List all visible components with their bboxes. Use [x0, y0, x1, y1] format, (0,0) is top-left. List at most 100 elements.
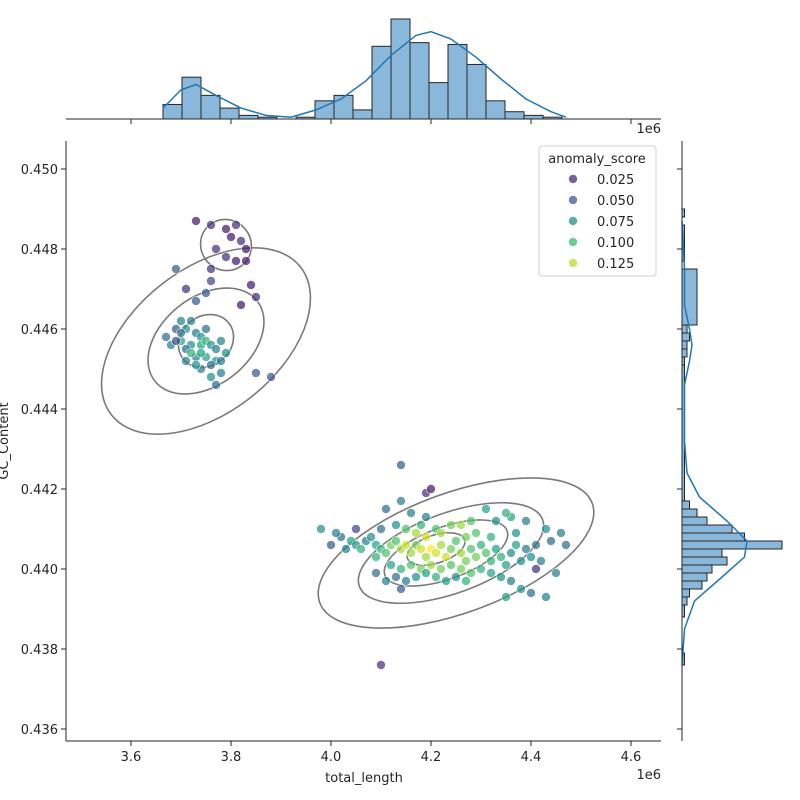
- scatter-point: [421, 568, 431, 578]
- legend-entries: 0.025 0.050 0.075 0.100 0.125: [568, 173, 634, 272]
- scatter-point: [446, 520, 456, 530]
- scatter-point: [526, 552, 536, 562]
- y-tick-label: 0.450: [21, 163, 58, 178]
- scatter-point: [456, 548, 466, 558]
- scatter-point: [441, 552, 451, 562]
- scatter-point: [241, 256, 251, 266]
- legend-marker: [568, 216, 578, 226]
- scatter-point: [396, 564, 406, 574]
- scatter-point: [326, 540, 336, 550]
- scatter-point: [531, 540, 541, 550]
- scatter-point: [416, 544, 426, 554]
- scatter-point: [546, 536, 556, 546]
- scatter-point: [476, 540, 486, 550]
- scatter-point: [381, 548, 391, 558]
- top-hist-bar: [390, 18, 411, 120]
- scatter-point: [461, 556, 471, 566]
- right-hist-bar: [681, 516, 708, 526]
- scatter-point: [396, 496, 406, 506]
- right-hist-bar: [681, 508, 698, 518]
- scatter-point: [501, 560, 511, 570]
- scatter-point: [356, 544, 366, 554]
- top-offset-label: 1e6: [636, 122, 661, 137]
- scatter-point: [401, 524, 411, 534]
- legend-label: 0.050: [597, 194, 634, 209]
- scatter-point: [496, 552, 506, 562]
- scatter-point: [176, 328, 186, 338]
- top-hist-bar: [200, 94, 221, 120]
- scatter-point: [526, 588, 536, 598]
- scatter-point: [486, 556, 496, 566]
- scatter-point: [381, 576, 391, 586]
- scatter-point: [386, 560, 396, 570]
- top-hist-bar: [466, 63, 487, 120]
- scatter-point: [381, 504, 391, 514]
- y-tick-label: 0.442: [21, 483, 58, 498]
- legend-title: anomaly_score: [548, 152, 646, 167]
- scatter-point: [486, 568, 496, 578]
- scatter-point: [251, 368, 261, 378]
- legend-label: 0.125: [597, 257, 634, 272]
- scatter-point: [501, 508, 511, 518]
- kde-contour: [100, 247, 312, 435]
- legend-marker: [568, 237, 578, 247]
- scatter-points: [161, 216, 571, 670]
- scatter-point: [401, 576, 411, 586]
- top-marginal-ticks: [130, 119, 632, 124]
- scatter-point: [251, 292, 261, 302]
- scatter-point: [471, 528, 481, 538]
- x-axis-ticks: 3.6 3.8 4.0 4.2 4.4 4.6: [121, 741, 641, 765]
- top-hist-bar: [238, 114, 259, 120]
- scatter-point: [466, 544, 476, 554]
- scatter-point: [191, 360, 201, 370]
- scatter-point: [421, 552, 431, 562]
- scatter-point: [371, 552, 381, 562]
- legend-label: 0.100: [597, 236, 634, 251]
- scatter-point: [201, 288, 211, 298]
- scatter-point: [541, 592, 551, 602]
- x-tick-label: 4.0: [321, 750, 342, 765]
- scatter-point: [391, 572, 401, 582]
- right-marginal-ticks: [677, 168, 682, 730]
- right-hist-bar: [681, 556, 728, 566]
- scatter-point: [456, 520, 466, 530]
- right-hist-bar: [681, 340, 688, 350]
- scatter-point: [316, 524, 326, 534]
- scatter-point: [506, 576, 516, 586]
- scatter-point: [496, 572, 506, 582]
- scatter-point: [556, 528, 566, 538]
- scatter-point: [181, 284, 191, 294]
- scatter-point: [411, 528, 421, 538]
- scatter-point: [171, 336, 181, 346]
- scatter-point: [431, 572, 441, 582]
- scatter-point: [341, 544, 351, 554]
- scatter-point: [176, 316, 186, 326]
- scatter-point: [186, 316, 196, 326]
- top-hist-bar: [162, 103, 183, 120]
- scatter-point: [391, 520, 401, 530]
- scatter-point: [466, 568, 476, 578]
- scatter-point: [441, 576, 451, 586]
- scatter-point: [436, 528, 446, 538]
- right-hist-bar: [681, 524, 733, 534]
- scatter-point: [221, 252, 231, 262]
- scatter-point: [216, 356, 226, 366]
- y-tick-label: 0.438: [21, 643, 58, 658]
- scatter-point: [406, 548, 416, 558]
- right-hist-bar: [681, 324, 688, 334]
- scatter-point: [236, 300, 246, 310]
- scatter-point: [446, 544, 456, 554]
- legend-label: 0.025: [597, 173, 634, 188]
- scatter-point: [161, 332, 171, 342]
- x-tick-label: 3.8: [221, 750, 242, 765]
- right-hist-bar: [681, 572, 708, 582]
- scatter-point: [491, 516, 501, 526]
- legend-marker: [568, 195, 578, 205]
- scatter-point: [461, 532, 471, 542]
- scatter-point: [486, 532, 496, 542]
- top-marginal-plot: 1e6: [66, 18, 661, 137]
- x-axis-label: total_length: [325, 771, 403, 786]
- scatter-point: [221, 224, 231, 234]
